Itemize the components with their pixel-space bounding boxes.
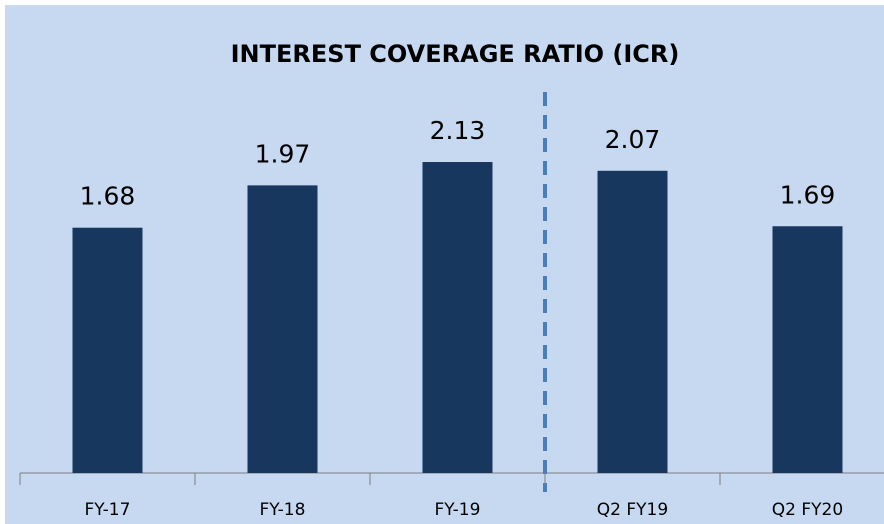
value-label: 1.97 (255, 139, 311, 168)
value-label: 2.07 (605, 125, 661, 154)
x-tick-label: FY-17 (85, 500, 131, 520)
chart-title: INTEREST COVERAGE RATIO (ICR) (231, 40, 680, 68)
bar (772, 226, 843, 473)
bar (247, 185, 318, 473)
value-label: 1.68 (80, 182, 136, 211)
value-label: 2.13 (430, 116, 486, 145)
bar (597, 170, 668, 473)
bar (422, 162, 493, 473)
x-tick-label: FY-18 (260, 500, 306, 520)
x-tick-label: FY-19 (435, 500, 481, 520)
x-tick-label: Q2 FY20 (772, 500, 843, 520)
value-label: 1.69 (780, 180, 836, 209)
bar (72, 227, 143, 473)
x-tick-label: Q2 FY19 (597, 500, 668, 520)
